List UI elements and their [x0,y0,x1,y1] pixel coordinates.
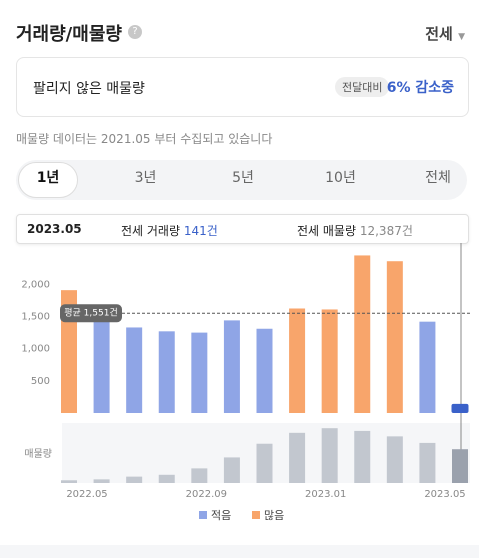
note: 매물량 데이터는 2021.05 부터 수집되고 있습니다 [16,132,273,146]
x-tick-label: 2022.05 [66,489,107,500]
title: 거래량/매물량 [16,24,122,45]
bar [451,403,469,413]
bar [126,476,143,483]
bar [289,432,306,483]
x-tick-label: 2022.09 [186,489,227,500]
y-tick-label: 1,500 [21,312,50,323]
bar [191,468,208,483]
legend-swatch [252,511,260,519]
tooltip-listing: 전세 매물량 12,387건 [297,222,413,239]
x-tick-label: 2023.05 [424,489,465,500]
summary-card: 팔리지 않은 매물량 전달대비 6% 감소중 [16,57,469,117]
footer-bg [0,545,479,558]
bar [419,321,436,413]
badge: 전달대비 [335,77,390,97]
legend-label: 많음 [264,509,284,522]
summary-label: 팔리지 않은 매물량 [33,81,145,97]
bar [419,442,436,483]
bar [289,308,306,413]
tab-selected-bg [18,162,78,198]
bar [61,480,77,483]
lower-label: 매물량 [24,448,52,460]
bar [256,443,273,483]
bar [158,474,175,483]
bar [321,309,338,413]
tab[interactable]: 5년 [232,170,254,186]
bar [321,428,338,483]
bar [256,328,273,413]
bar [386,436,403,483]
dropdown-label: 전세 [425,25,453,43]
y-tick-label: 500 [31,376,50,387]
deal-label: 전세 거래량 [121,224,181,238]
dropdown[interactable]: 전세 ▼ [425,25,465,43]
help-icon[interactable]: ? [128,25,142,39]
bar [158,331,175,413]
tab[interactable]: 3년 [134,170,157,186]
deal-value: 141건 [183,224,218,238]
listing-label: 전세 매물량 [297,224,357,238]
bar [223,457,240,483]
bar [93,479,110,483]
tab-bar [16,160,467,200]
bar [354,430,371,483]
tab[interactable]: 1년 [36,170,60,186]
bar [354,255,371,413]
legend-label: 적음 [211,509,231,522]
y-tick-label: 1,000 [21,344,50,355]
tab[interactable]: 10년 [325,170,356,186]
bar [223,320,240,413]
average-label: 평균 1,551건 [64,308,117,319]
legend-swatch [199,511,207,519]
bar [191,332,208,413]
y-tick-label: 2,000 [21,279,50,290]
x-tick-label: 2023.01 [305,489,346,500]
bar [452,449,468,483]
bar [386,261,403,413]
bar [93,318,110,413]
change: 6% 감소중 [386,80,454,96]
average-badge [60,304,122,323]
tooltip: 2023.05 전세 거래량 141건 전세 매물량 12,387건 [16,214,469,244]
listing-value: 12,387건 [359,224,413,238]
tooltip-date: 2023.05 [27,222,82,236]
bar [126,327,143,413]
tooltip-deal: 전세 거래량 141건 [121,222,218,239]
tab[interactable]: 전체 [425,170,451,186]
